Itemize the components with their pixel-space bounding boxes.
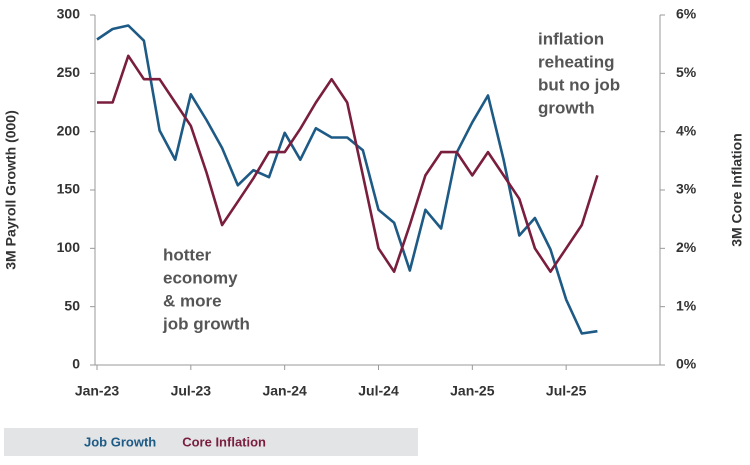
x-tick-label: Jan-23 [75, 383, 120, 399]
series-line [97, 54, 599, 273]
legend-entry: Core Inflation [182, 434, 266, 449]
y2-tick-label: 2% [676, 239, 697, 255]
legend-entry: Job Growth [84, 434, 156, 449]
y-tick-label: 50 [64, 297, 80, 313]
y2-tick-label: 1% [676, 297, 697, 313]
y2-tick-label: 5% [676, 64, 697, 80]
annotation: growth [538, 98, 595, 117]
y-tick-label: 100 [57, 239, 81, 255]
y-axis-label: 3M Payroll Growth (000) [3, 110, 19, 269]
x-tick-label: Jul-25 [546, 383, 587, 399]
y2-axis-label: 3M Core Inflation [729, 133, 745, 247]
annotation: but no job [538, 75, 620, 94]
y-tick-label: 300 [57, 6, 81, 22]
x-tick-label: Jul-23 [171, 383, 212, 399]
legend-background [4, 428, 418, 456]
y2-tick-label: 3% [676, 181, 697, 197]
y2-tick-label: 6% [676, 6, 697, 22]
annotation: & more [163, 291, 222, 310]
series-line [96, 24, 598, 335]
annotation: inflation [538, 29, 604, 48]
y-tick-label: 200 [57, 122, 81, 138]
annotation: hotter [163, 245, 212, 264]
y2-tick-label: 0% [676, 356, 697, 372]
annotation: reheating [538, 52, 615, 71]
x-tick-label: Jan-25 [450, 383, 495, 399]
x-tick-label: Jul-24 [358, 383, 399, 399]
y2-tick-label: 4% [676, 122, 697, 138]
y-tick-label: 0 [72, 356, 80, 372]
x-tick-label: Jan-24 [262, 383, 307, 399]
y-tick-label: 250 [57, 64, 81, 80]
annotation: economy [163, 268, 238, 287]
y-tick-label: 150 [57, 181, 81, 197]
annotation: job growth [162, 314, 250, 333]
